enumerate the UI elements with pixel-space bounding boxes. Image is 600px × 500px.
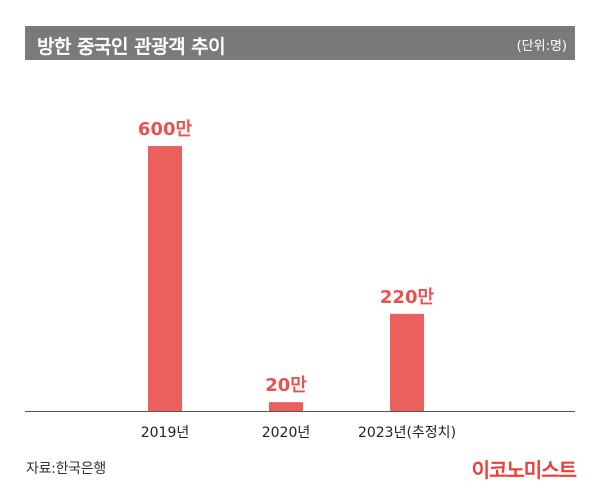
source-note: 자료:한국은행 (26, 461, 106, 477)
publisher-logo: 이코노미스트 (471, 458, 577, 482)
bar-0 (148, 146, 182, 411)
bar-2 (390, 313, 424, 411)
unit-label: (단위:명) (516, 39, 567, 54)
chart-title: 방한 중국인 관광객 추이 (37, 36, 226, 58)
data-label-1: 20만 (265, 375, 307, 396)
title-bar: 방한 중국인 관광객 추이 (단위:명) (25, 26, 575, 60)
bar-1 (269, 402, 303, 411)
data-label-2: 220만 (380, 287, 435, 308)
x-tick-label-0: 2019년 (141, 425, 190, 441)
data-label-0: 600만 (138, 119, 193, 140)
x-tick-label-1: 2020년 (262, 425, 311, 441)
x-tick-label-2: 2023년(추정치) (358, 425, 456, 441)
